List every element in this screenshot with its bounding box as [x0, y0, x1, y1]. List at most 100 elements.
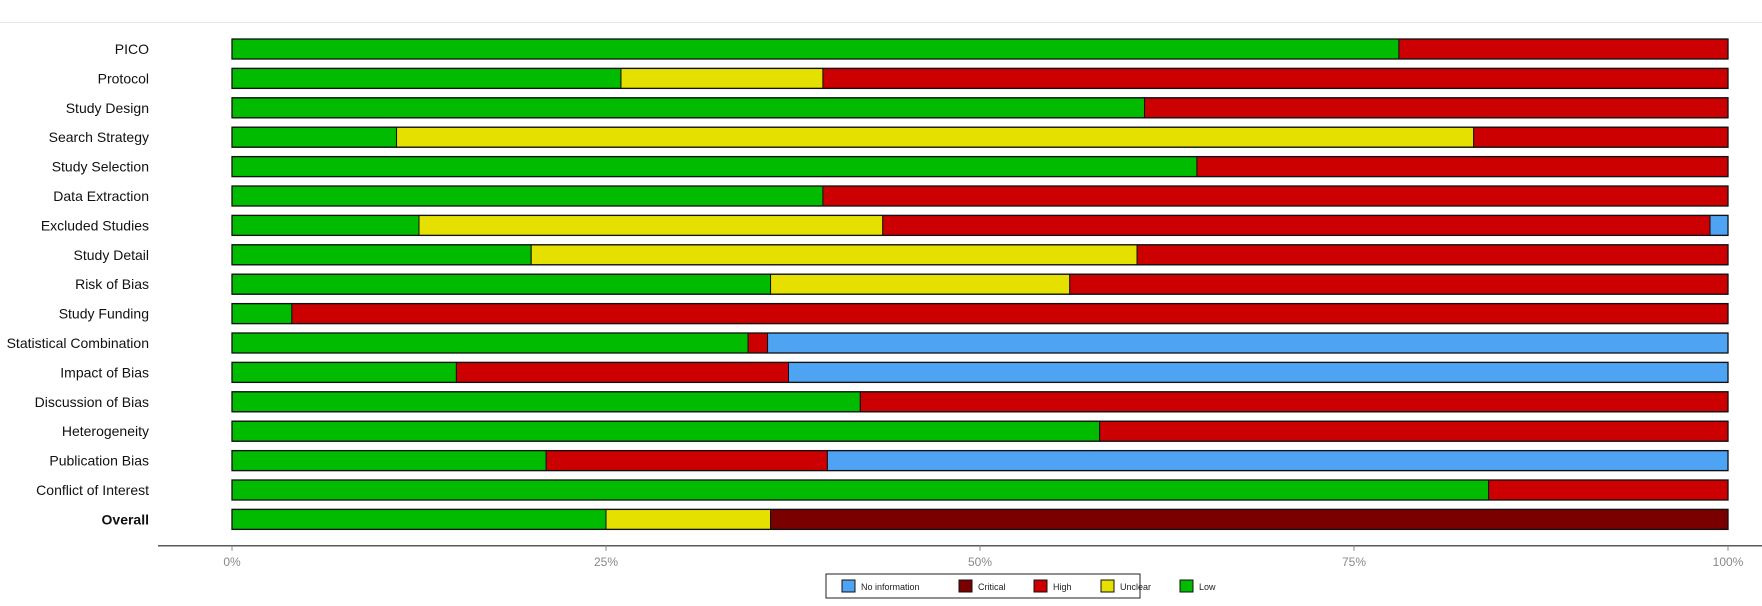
legend-swatch-low — [1179, 579, 1194, 593]
legend-label-low: Low — [1199, 582, 1216, 592]
x-tick-label: 0% — [223, 555, 241, 569]
category-label: Overall — [102, 511, 149, 527]
bar-segment-study-funding-high — [291, 303, 1729, 325]
bar-segment-study-detail-low — [231, 244, 532, 266]
category-label: Conflict of Interest — [36, 482, 149, 498]
legend: No information Critical High Unclear Low — [825, 573, 1216, 599]
bar-segment-impact-of-bias-low — [231, 361, 457, 383]
category-label: Study Selection — [52, 159, 149, 175]
bar-segment-conflict-of-interest-high — [1488, 479, 1729, 501]
bar-outline-search-strategy — [231, 126, 1729, 148]
bar-segment-excluded-studies-low — [231, 214, 420, 236]
bar-segment-excluded-studies-high — [882, 214, 1711, 236]
bar-segment-study-funding-low — [231, 303, 293, 325]
category-label: Study Design — [66, 100, 149, 116]
category-label: Risk of Bias — [75, 276, 149, 292]
bar-segment-statistical-combination-high — [747, 332, 769, 354]
bar-segment-search-strategy-low — [231, 126, 398, 148]
bar-segment-pico-low — [231, 38, 1400, 60]
category-label: Search Strategy — [49, 129, 149, 145]
bar-segment-excluded-studies-no-information — [1709, 214, 1729, 236]
bar-outline-risk-of-bias — [231, 273, 1729, 295]
bar-segment-excluded-studies-unclear — [418, 214, 884, 236]
bar-segment-overall-unclear — [605, 508, 772, 530]
bar-segment-study-selection-high — [1196, 156, 1729, 178]
bar-outline-study-selection — [231, 155, 1729, 178]
x-tick-label: 75% — [1342, 555, 1366, 569]
x-tick-label: 25% — [594, 555, 618, 569]
bar-segment-search-strategy-high — [1473, 126, 1729, 148]
bar-segment-publication-bias-low — [231, 450, 547, 472]
bar-segment-impact-of-bias-high — [455, 361, 790, 383]
bar-segment-statistical-combination-low — [231, 332, 749, 354]
category-label: Excluded Studies — [41, 217, 149, 233]
bar-segment-discussion-of-bias-high — [859, 391, 1729, 413]
bar-outline-pico — [231, 38, 1729, 60]
category-label: Impact of Bias — [60, 364, 149, 380]
category-label: Discussion of Bias — [35, 394, 149, 410]
category-label: Study Detail — [74, 247, 149, 263]
category-label: Data Extraction — [53, 188, 149, 204]
bar-outline-data-extraction — [231, 185, 1729, 207]
bar-segment-study-selection-low — [231, 156, 1198, 178]
bar-segment-impact-of-bias-no-information — [788, 361, 1729, 383]
x-axis: 0% 25% 50% 75% 100% — [158, 545, 1762, 569]
bar-outline-heterogeneity — [231, 420, 1729, 442]
bar-segment-risk-of-bias-unclear — [770, 273, 1071, 295]
x-tick-label: 100% — [1713, 555, 1744, 569]
legend-label-high: High — [1053, 582, 1072, 592]
bar-outline-study-detail — [231, 244, 1729, 266]
category-label: Statistical Combination — [7, 335, 149, 351]
legend-label-no-information: No information — [861, 582, 920, 592]
bar-segment-overall-low — [231, 508, 607, 530]
bar-segment-protocol-unclear — [620, 67, 824, 89]
bar-segment-study-detail-high — [1136, 244, 1729, 266]
bar-segment-overall-critical — [770, 508, 1729, 530]
bar-outline-study-funding — [231, 302, 1729, 325]
bar-segment-conflict-of-interest-low — [231, 479, 1490, 501]
top-divider — [0, 22, 1762, 23]
bar-segment-risk-of-bias-high — [1069, 273, 1729, 295]
legend-swatch-no-information — [841, 579, 856, 593]
bar-outline-discussion-of-bias — [231, 391, 1729, 413]
legend-swatch-high — [1033, 579, 1048, 593]
category-label: Publication Bias — [49, 453, 149, 469]
bar-outline-statistical-combination — [231, 332, 1729, 354]
bar-segment-pico-high — [1398, 38, 1729, 60]
category-label: Study Funding — [59, 306, 149, 322]
bar-segment-publication-bias-no-information — [826, 450, 1729, 472]
bar-segment-heterogeneity-high — [1099, 420, 1729, 442]
bar-segment-heterogeneity-low — [231, 420, 1101, 442]
legend-swatch-critical — [958, 579, 973, 593]
bar-segment-study-detail-unclear — [530, 244, 1138, 266]
category-label: Protocol — [98, 70, 149, 86]
bar-segment-discussion-of-bias-low — [231, 391, 861, 413]
bar-segment-data-extraction-low — [231, 185, 824, 207]
bar-segment-data-extraction-high — [822, 185, 1729, 207]
bar-segment-study-design-low — [231, 97, 1146, 119]
legend-label-unclear: Unclear — [1120, 582, 1151, 592]
bar-outline-study-design — [231, 97, 1729, 119]
bar-segment-protocol-high — [822, 67, 1729, 89]
bars-group — [231, 38, 1729, 531]
legend-label-critical: Critical — [978, 582, 1006, 592]
bar-segment-publication-bias-high — [545, 450, 828, 472]
bar-segment-statistical-combination-no-information — [767, 332, 1729, 354]
bar-segment-protocol-low — [231, 67, 622, 89]
bar-outline-impact-of-bias — [231, 361, 1729, 384]
category-label: Heterogeneity — [62, 423, 149, 439]
category-labels: PICO Protocol Study Design Search Strategy S… — [7, 41, 150, 527]
category-label: PICO — [115, 41, 149, 57]
bar-outline-overall — [231, 508, 1729, 531]
bar-segment-risk-of-bias-low — [231, 273, 772, 295]
legend-box — [825, 573, 1141, 599]
x-tick-label: 50% — [968, 555, 992, 569]
legend-swatch-unclear — [1100, 579, 1115, 593]
bar-outline-conflict-of-interest — [231, 479, 1729, 501]
bar-outline-publication-bias — [231, 449, 1729, 472]
bar-segment-search-strategy-unclear — [396, 126, 1475, 148]
bar-segment-study-design-high — [1144, 97, 1729, 119]
bar-outline-protocol — [231, 67, 1729, 90]
